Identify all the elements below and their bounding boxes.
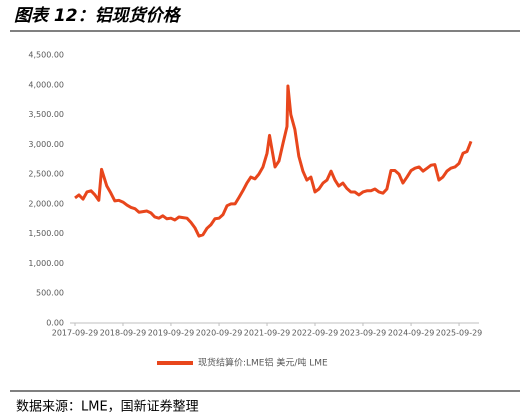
- y-tick-label: 3,000.00: [28, 140, 64, 149]
- y-tick-label: 4,500.00: [28, 51, 64, 60]
- y-tick-label: 500.00: [36, 289, 64, 298]
- source-note: 数据来源：LME，国新证券整理: [16, 399, 199, 415]
- y-tick-label: 1,000.00: [28, 259, 64, 268]
- x-tick-label: 2021-09-29: [244, 329, 291, 338]
- y-tick-label: 1,500.00: [28, 229, 64, 238]
- y-tick-label: 0.00: [46, 319, 64, 328]
- chart-title: 图表 12：铝现货价格: [14, 6, 182, 26]
- x-tick-label: 2024-09-29: [388, 329, 435, 338]
- y-tick-label: 2,500.00: [28, 170, 64, 179]
- x-tick-label: 2017-09-29: [52, 329, 99, 338]
- data-line: [74, 84, 473, 238]
- y-tick-label: 4,000.00: [28, 80, 64, 89]
- x-tick-label: 2018-09-29: [100, 329, 147, 338]
- y-tick-label: 2,000.00: [28, 199, 64, 208]
- x-tick-label: 2020-09-29: [196, 329, 243, 338]
- x-tick-label: 2022-09-29: [292, 329, 339, 338]
- legend-label: 现货结算价:LME铝 美元/吨 LME: [198, 357, 328, 369]
- x-tick-label: 2023-09-29: [340, 329, 387, 338]
- x-tick-label: 2025-09-29: [436, 329, 483, 338]
- x-tick-label: 2019-09-29: [148, 329, 195, 338]
- y-tick-label: 3,500.00: [28, 110, 64, 119]
